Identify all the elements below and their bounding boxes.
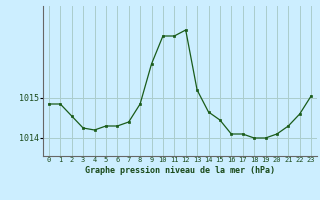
X-axis label: Graphe pression niveau de la mer (hPa): Graphe pression niveau de la mer (hPa) xyxy=(85,166,275,175)
